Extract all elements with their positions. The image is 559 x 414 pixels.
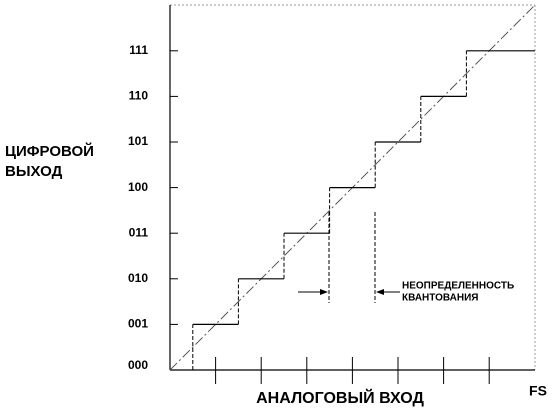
y-axis-label: ЦИФРОВОЙ xyxy=(5,142,94,160)
dynamic-layer: 000 001 010 011 100 101 110 111 xyxy=(128,43,535,384)
annotation-line: НЕОПРЕДЕЛЕННОСТЬ xyxy=(402,281,514,292)
y-tick-label: 110 xyxy=(129,89,149,103)
annotation-line: КВАНТОВАНИЯ xyxy=(402,293,478,304)
x-end-label: FS xyxy=(529,383,547,399)
y-tick-label: 111 xyxy=(129,43,148,57)
y-axis-label: ВЫХОД xyxy=(5,163,63,180)
y-tick-label: 000 xyxy=(128,358,148,372)
x-axis-label: АНАЛОГОВЫЙ ВХОД xyxy=(256,388,424,407)
y-tick-label: 101 xyxy=(128,134,148,148)
y-tick-label: 001 xyxy=(128,317,148,331)
y-tick-label: 100 xyxy=(128,180,148,194)
y-tick-label: 011 xyxy=(129,225,149,239)
y-tick-label: 010 xyxy=(128,271,148,285)
